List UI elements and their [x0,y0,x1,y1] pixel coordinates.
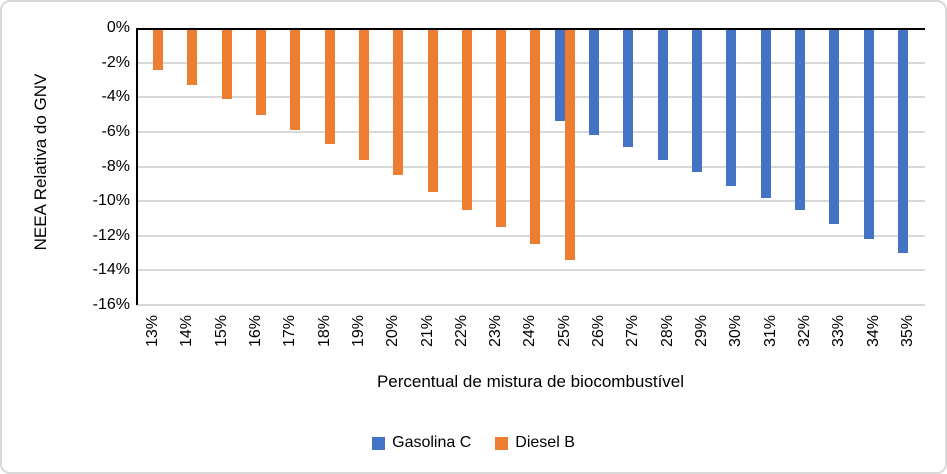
x-axis-tick-label: 35% [899,315,916,348]
x-axis-tick-label: 25% [556,315,573,348]
legend: Gasolina C Diesel B [2,434,945,452]
bar-gasolina-c-32% [795,28,805,210]
y-axis-tick-label: -8% [101,158,130,175]
legend-label: Gasolina C [392,434,472,451]
x-axis-tick-label: 20% [384,315,401,348]
gridline [136,304,925,306]
y-axis-tick-label: 0% [106,19,130,36]
bar-gasolina-c-35% [898,28,908,253]
x-axis-tick-label: 33% [830,315,847,348]
x-axis-title: Percentual de mistura de biocombustível [376,372,685,391]
x-axis-tick-label: 19% [350,315,367,348]
bar-gasolina-c-26% [589,28,599,135]
x-axis-tick-label: 31% [762,315,779,348]
x-axis-tick-label: 23% [487,315,504,348]
x-axis-line [136,28,925,30]
x-axis-tick-label: 14% [178,315,195,348]
bar-diesel-b-13% [153,28,163,70]
x-axis-tick-label: 15% [213,315,230,348]
bar-diesel-b-21% [428,28,438,192]
legend-item-diesel-b: Diesel B [495,434,575,452]
bar-gasolina-c-30% [726,28,736,186]
x-axis-tick-label: 16% [247,315,264,348]
bar-diesel-b-20% [393,28,403,175]
y-axis-tick-label: -6% [101,123,130,140]
legend-item-gasolina-c: Gasolina C [372,434,471,452]
y-axis-tick-label: -10% [92,192,130,209]
x-axis-tick-label: 34% [865,315,882,348]
bar-gasolina-c-28% [658,28,668,160]
bar-diesel-b-24% [530,28,540,244]
x-axis-tick-label: 13% [144,315,161,348]
x-axis-tick-label: 24% [521,315,538,348]
bar-gasolina-c-33% [829,28,839,224]
y-axis-tick-label: -16% [92,296,130,313]
bar-gasolina-c-27% [623,28,633,147]
legend-swatch-icon [495,436,509,450]
bar-diesel-b-14% [187,28,197,85]
x-axis-tick-label: 22% [453,315,470,348]
bar-diesel-b-17% [290,28,300,130]
x-axis-tick-label: 21% [419,315,436,348]
y-axis-tick-label: -2% [101,54,130,71]
bar-gasolina-c-31% [761,28,771,198]
gridline [136,269,925,271]
x-axis-tick-label: 28% [659,315,676,348]
y-axis-tick-label: -14% [92,261,130,278]
y-axis-line [136,28,138,305]
legend-label: Diesel B [515,434,575,451]
bar-diesel-b-22% [462,28,472,210]
bar-gasolina-c-29% [692,28,702,172]
legend-swatch-icon [372,436,386,450]
bar-diesel-b-23% [496,28,506,227]
x-axis-tick-label: 17% [281,315,298,348]
x-axis-tick-label: 26% [590,315,607,348]
x-axis-tick-label: 29% [693,315,710,348]
bar-diesel-b-15% [222,28,232,99]
plot-area [136,28,925,306]
x-axis-tick-labels: 13% 14% 15% 16% 17% 18% 19% 20% 21% 22% 23% 24% 25% 2… [136,315,925,367]
x-axis-tick-label: 30% [727,315,744,348]
bar-diesel-b-18% [325,28,335,144]
bar-diesel-b-16% [256,28,266,115]
x-axis-tick-label: 32% [796,315,813,348]
bar-gasolina-c-34% [864,28,874,239]
x-axis-tick-label: 27% [624,315,641,348]
bar-diesel-b-19% [359,28,369,160]
x-axis-tick-label: 18% [316,315,333,348]
y-axis-tick-label: -12% [92,227,130,244]
bar-gasolina-c-25% [555,28,565,121]
y-axis-tick-label: -4% [101,88,130,105]
bar-diesel-b-25% [565,28,575,260]
